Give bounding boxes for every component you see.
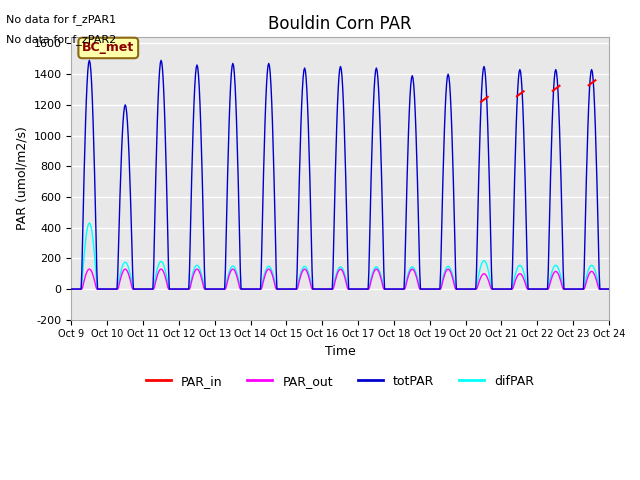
Title: Bouldin Corn PAR: Bouldin Corn PAR bbox=[268, 15, 412, 33]
Text: BC_met: BC_met bbox=[82, 41, 134, 54]
X-axis label: Time: Time bbox=[324, 345, 355, 358]
Text: No data for f_zPAR1: No data for f_zPAR1 bbox=[6, 14, 116, 25]
Legend: PAR_in, PAR_out, totPAR, difPAR: PAR_in, PAR_out, totPAR, difPAR bbox=[141, 370, 540, 393]
Text: No data for f_zPAR2: No data for f_zPAR2 bbox=[6, 34, 116, 45]
Y-axis label: PAR (umol/m2/s): PAR (umol/m2/s) bbox=[15, 127, 28, 230]
